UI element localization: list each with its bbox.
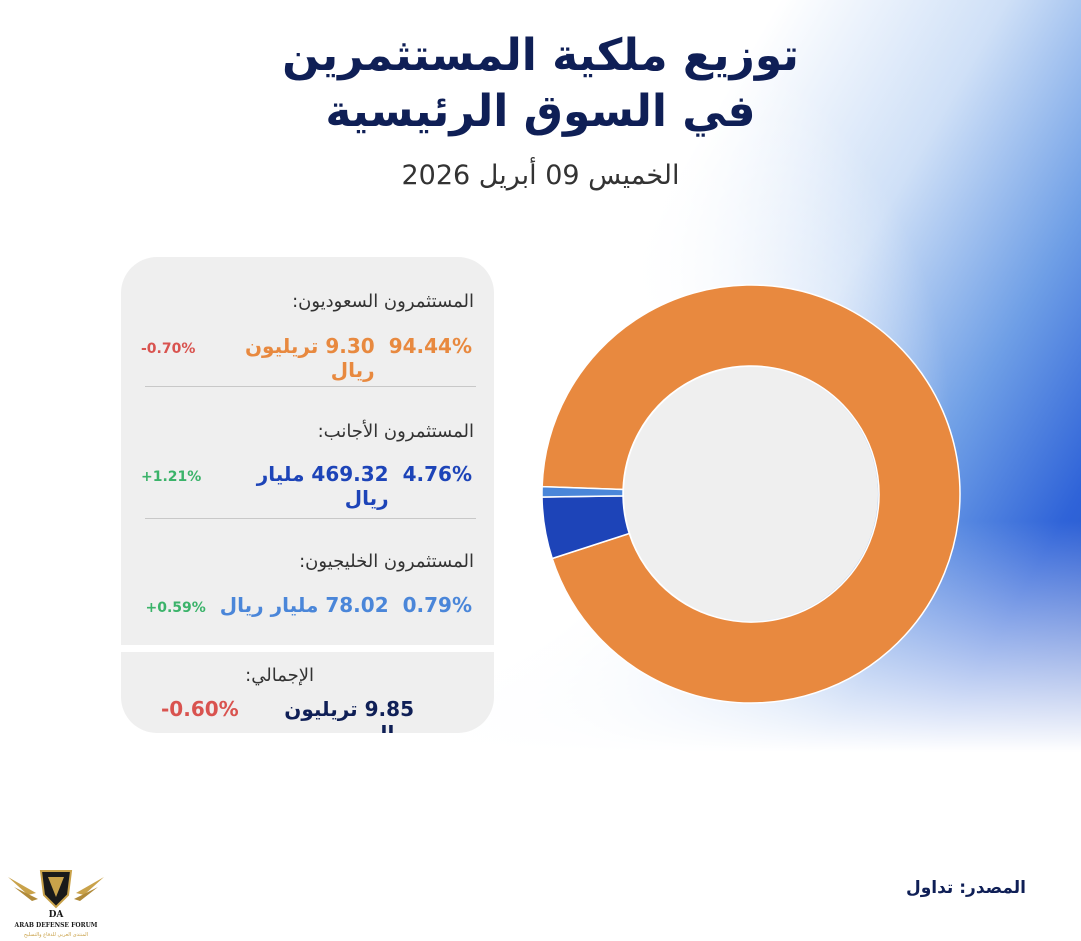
row-gulf-amount: 78.02 مليار ريال [219,593,389,617]
row-foreign-amount: 469.32 مليار ريال [256,462,389,510]
slice-gulf [541,485,624,498]
svg-text:DA: DA [49,910,65,920]
row-total-label: الإجمالي: [245,665,314,686]
row-saudi-amount: 9.30 تريليون ريال [244,334,375,382]
donut-center [624,367,878,621]
legend-panel: المستثمرون السعوديون: 94.44% 9.30 تريليو… [121,257,494,733]
title-line-1: توزيع ملكية المستثمرين [282,30,799,81]
page-title: توزيع ملكية المستثمرين في السوق الرئيسية [0,28,1081,140]
date-label: الخميس 09 أبريل 2026 [401,160,680,191]
svg-text:المنتدى العربي للدفاع والتسليح: المنتدى العربي للدفاع والتسليح [24,932,88,938]
row-gulf-change: +0.59% [145,600,206,616]
divider [145,386,476,387]
row-foreign-values: 4.76% 469.32 مليار ريال +1.21% [141,462,472,510]
donut-chart [541,284,961,704]
row-foreign-change: +1.21% [141,469,202,485]
row-saudi-label: المستثمرون السعوديون: [292,291,474,312]
row-total-amount: 9.85 تريليون ريال [284,697,414,733]
row-total-values: 9.85 تريليون ريال -0.60% [161,697,414,733]
row-gulf-values: 0.79% 78.02 مليار ريال +0.59% [141,593,472,617]
divider [145,518,476,519]
row-foreign-label: المستثمرون الأجانب: [317,421,474,442]
source-label: المصدر: تداول [905,878,1026,898]
slice-saudi [541,284,961,704]
title-line-2: في السوق الرئيسية [325,86,756,137]
total-separator [121,645,494,652]
row-gulf-label: المستثمرون الخليجيون: [299,551,474,572]
row-gulf-pct: 0.79% [402,593,472,617]
row-saudi-change: -0.70% [141,341,196,357]
row-foreign-pct: 4.76% [402,462,472,486]
row-saudi-pct: 94.44% [388,334,472,358]
arab-defense-forum-logo: DA ARAB DEFENSE FORUM المنتدى العربي للد… [8,870,104,938]
svg-text:ARAB DEFENSE FORUM: ARAB DEFENSE FORUM [14,922,98,929]
row-total-change: -0.60% [161,697,239,721]
row-saudi-values: 94.44% 9.30 تريليون ريال -0.70% [141,334,472,382]
